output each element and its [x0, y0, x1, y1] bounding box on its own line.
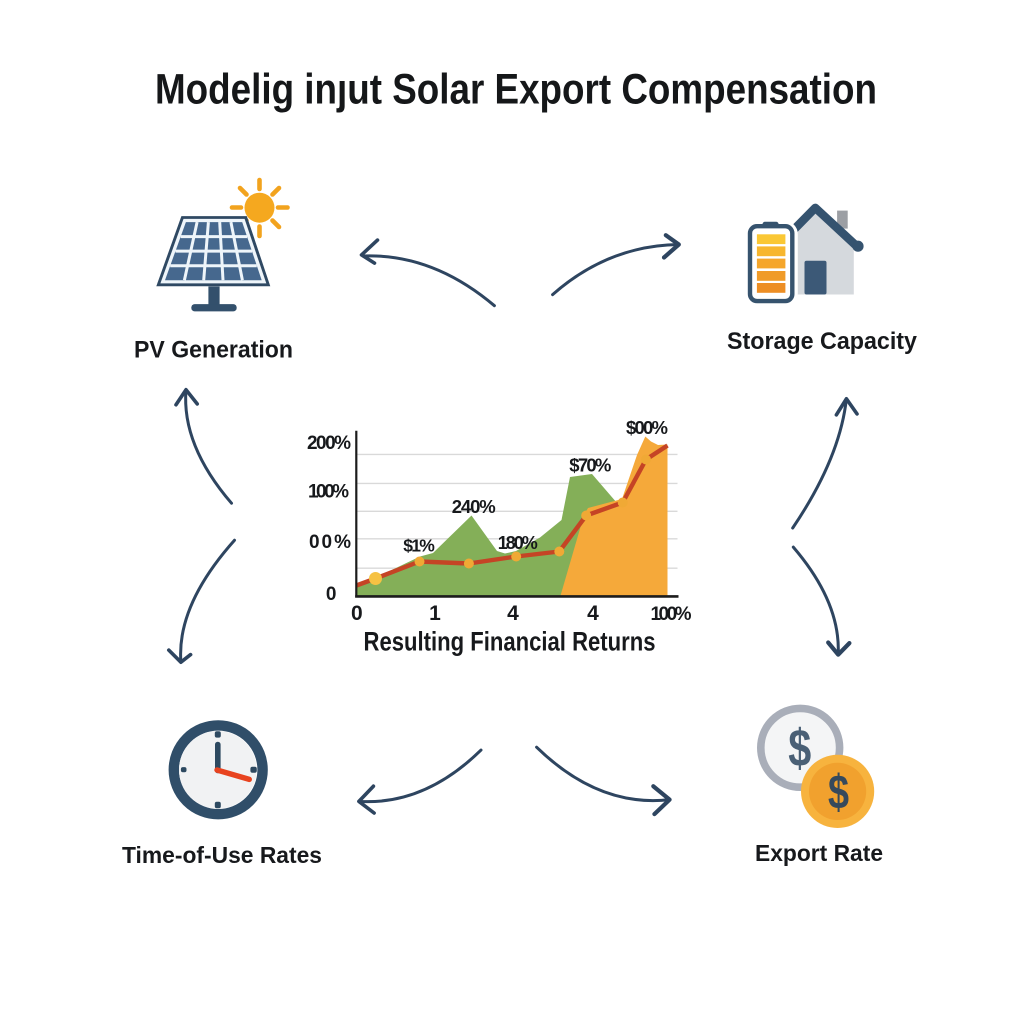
svg-text:$1%: $1% [403, 536, 435, 556]
svg-text:200%: 200% [307, 433, 351, 454]
svg-text:Export Rate: Export Rate [755, 840, 883, 866]
svg-text:180%: 180% [498, 533, 538, 553]
svg-text:1: 1 [429, 602, 441, 625]
svg-text:4: 4 [587, 602, 599, 625]
svg-text:$70%: $70% [569, 455, 611, 476]
svg-text:Storage Capacity: Storage Capacity [727, 328, 918, 355]
svg-text:0: 0 [351, 602, 363, 625]
svg-text:4: 4 [507, 602, 519, 625]
svg-text:0: 0 [326, 584, 337, 605]
svg-text:Resulting Financial Returns: Resulting Financial Returns [364, 627, 656, 657]
svg-text:PV Generation: PV Generation [134, 337, 293, 364]
svg-text:Time-of-Use Rates: Time-of-Use Rates [122, 842, 322, 868]
svg-text:100%: 100% [308, 482, 349, 503]
svg-text:Modelig inȷut Solar Export Com: Modelig inȷut Solar Export Compensation [155, 66, 877, 114]
svg-text:$: $ [828, 767, 849, 820]
svg-text:100%: 100% [651, 604, 692, 625]
svg-text:$: $ [788, 719, 811, 778]
svg-text:240%: 240% [452, 496, 496, 517]
svg-text:$00%: $00% [626, 417, 668, 438]
svg-text:00%: 00% [309, 532, 351, 553]
